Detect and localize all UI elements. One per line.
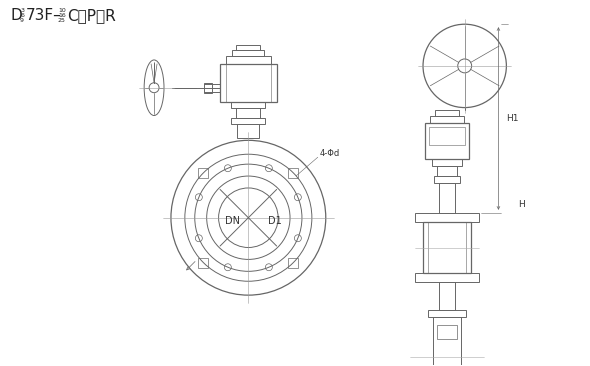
- Text: 16: 16: [58, 13, 65, 18]
- Bar: [429, 127, 465, 145]
- Bar: [198, 258, 208, 268]
- Bar: [198, 168, 208, 178]
- Bar: [432, 159, 462, 166]
- Bar: [289, 258, 298, 268]
- Text: 9: 9: [20, 18, 24, 23]
- Text: H1: H1: [506, 114, 519, 123]
- Bar: [289, 168, 298, 178]
- Text: 3: 3: [20, 8, 24, 13]
- Bar: [425, 123, 468, 159]
- Bar: [231, 117, 266, 124]
- Text: D: D: [10, 8, 22, 23]
- Bar: [231, 102, 266, 108]
- Bar: [439, 282, 455, 310]
- Bar: [415, 273, 478, 282]
- Text: DN: DN: [225, 216, 240, 226]
- Bar: [428, 310, 466, 317]
- Bar: [204, 83, 212, 93]
- Bar: [237, 124, 259, 138]
- Text: 73F–: 73F–: [26, 8, 62, 23]
- Text: H: H: [518, 200, 525, 209]
- Bar: [232, 50, 264, 56]
- Text: 25: 25: [58, 18, 65, 23]
- Bar: [237, 108, 260, 117]
- Text: C、P、R: C、P、R: [67, 8, 116, 23]
- Bar: [225, 56, 271, 64]
- Bar: [433, 317, 461, 366]
- Bar: [435, 109, 459, 116]
- Bar: [437, 325, 457, 339]
- Bar: [437, 166, 457, 176]
- Bar: [237, 45, 260, 50]
- Bar: [430, 116, 464, 123]
- Text: 4-Φd: 4-Φd: [320, 149, 340, 158]
- Text: 10: 10: [58, 8, 65, 13]
- Bar: [434, 176, 460, 183]
- Bar: [439, 183, 455, 213]
- Text: 6: 6: [20, 13, 24, 18]
- Text: D1: D1: [268, 216, 282, 226]
- Bar: [219, 64, 277, 102]
- Bar: [423, 222, 471, 273]
- Bar: [415, 213, 478, 222]
